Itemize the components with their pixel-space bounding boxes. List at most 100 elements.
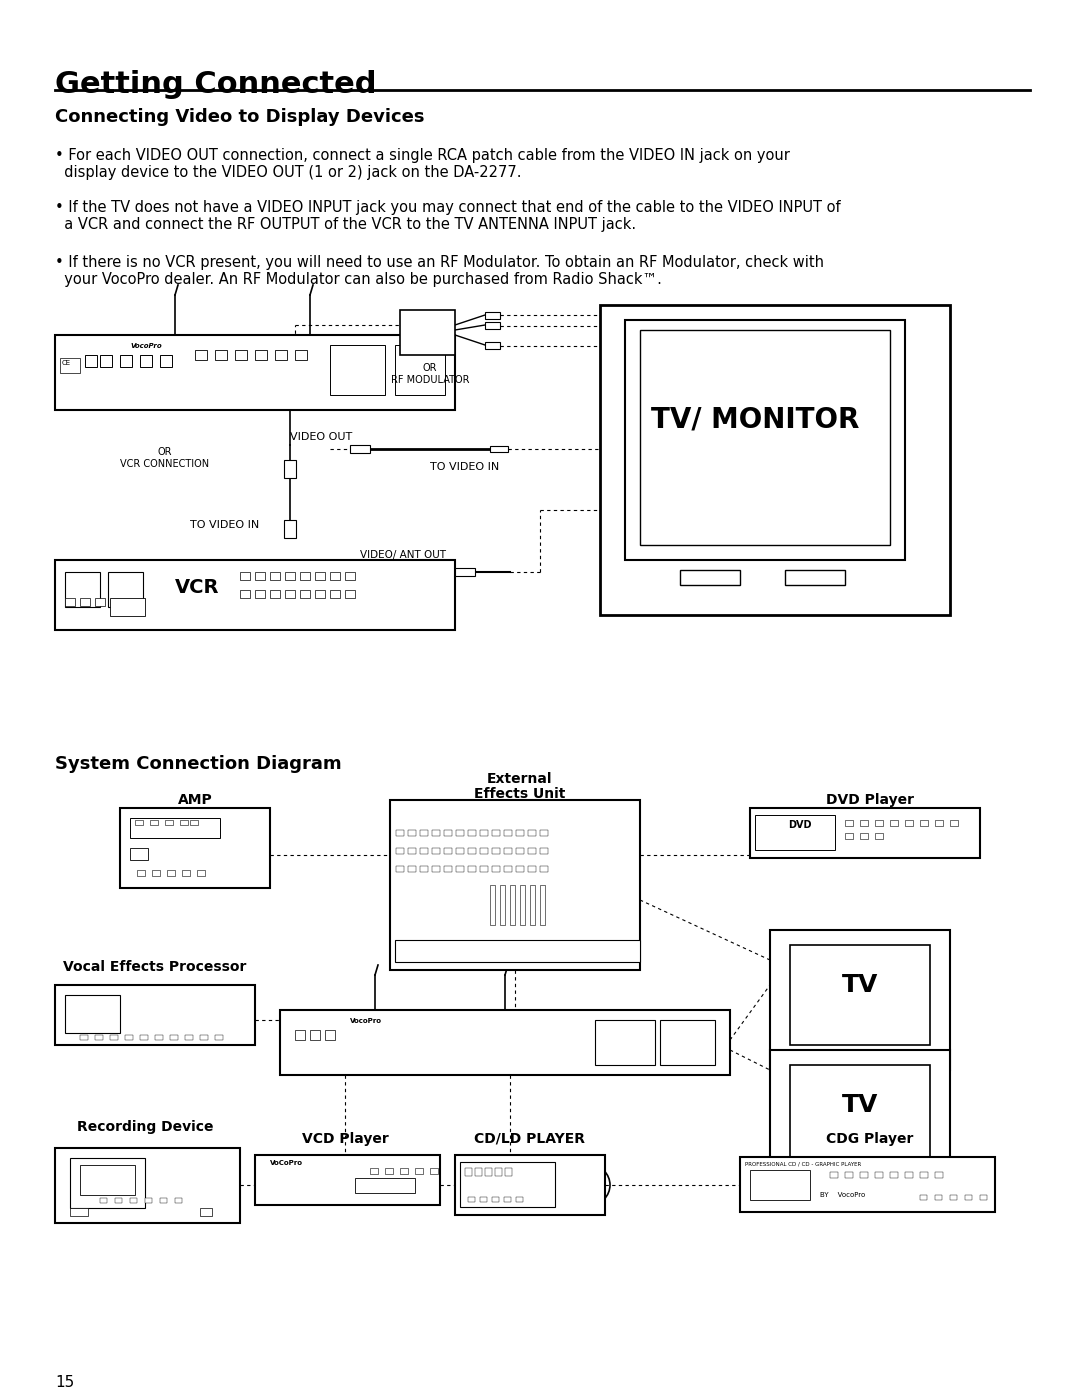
Text: OR
VCR CONNECTION: OR VCR CONNECTION <box>121 447 210 468</box>
FancyBboxPatch shape <box>456 848 464 854</box>
FancyBboxPatch shape <box>950 1194 957 1200</box>
FancyBboxPatch shape <box>500 886 505 925</box>
Text: TO VIDEO IN: TO VIDEO IN <box>190 520 259 529</box>
Text: System Connection Diagram: System Connection Diagram <box>55 754 341 773</box>
FancyBboxPatch shape <box>65 995 120 1032</box>
FancyBboxPatch shape <box>519 886 525 925</box>
FancyBboxPatch shape <box>845 1172 853 1178</box>
FancyBboxPatch shape <box>108 571 143 608</box>
Text: PROFESSIONAL CD / CD - GRAPHIC PLAYER: PROFESSIONAL CD / CD - GRAPHIC PLAYER <box>745 1162 861 1166</box>
FancyBboxPatch shape <box>505 1168 512 1176</box>
FancyBboxPatch shape <box>595 1020 654 1065</box>
FancyBboxPatch shape <box>285 571 295 580</box>
Text: a VCR and connect the RF OUTPUT of the VCR to the TV ANTENNA INPUT jack.: a VCR and connect the RF OUTPUT of the V… <box>55 217 636 232</box>
FancyBboxPatch shape <box>140 1035 148 1039</box>
FancyBboxPatch shape <box>355 1178 415 1193</box>
FancyBboxPatch shape <box>197 870 205 876</box>
FancyBboxPatch shape <box>384 1168 393 1173</box>
FancyBboxPatch shape <box>444 848 453 854</box>
FancyBboxPatch shape <box>890 1172 897 1178</box>
FancyBboxPatch shape <box>432 848 440 854</box>
FancyBboxPatch shape <box>150 820 158 826</box>
FancyBboxPatch shape <box>195 351 207 360</box>
Text: BY    VocoPro: BY VocoPro <box>820 1192 865 1199</box>
FancyBboxPatch shape <box>890 820 897 826</box>
FancyBboxPatch shape <box>750 1171 810 1200</box>
FancyBboxPatch shape <box>130 848 148 861</box>
FancyBboxPatch shape <box>315 571 325 580</box>
FancyBboxPatch shape <box>789 944 930 1045</box>
FancyBboxPatch shape <box>820 1058 828 1065</box>
Text: Recording Device: Recording Device <box>77 1120 213 1134</box>
FancyBboxPatch shape <box>310 1030 320 1039</box>
FancyBboxPatch shape <box>485 1168 492 1176</box>
Text: VCD Player: VCD Player <box>301 1132 389 1146</box>
FancyBboxPatch shape <box>540 866 548 872</box>
FancyBboxPatch shape <box>680 570 740 585</box>
FancyBboxPatch shape <box>495 1168 502 1176</box>
FancyBboxPatch shape <box>55 985 255 1045</box>
Text: Vocal Effects Processor: Vocal Effects Processor <box>64 960 246 974</box>
FancyBboxPatch shape <box>480 866 488 872</box>
FancyBboxPatch shape <box>400 1168 408 1173</box>
FancyBboxPatch shape <box>640 330 890 545</box>
FancyBboxPatch shape <box>516 866 524 872</box>
Text: External: External <box>487 773 553 787</box>
Text: CDG Player: CDG Player <box>826 1132 914 1146</box>
FancyBboxPatch shape <box>540 830 548 835</box>
FancyBboxPatch shape <box>980 1194 987 1200</box>
FancyBboxPatch shape <box>905 820 913 826</box>
FancyBboxPatch shape <box>396 866 404 872</box>
FancyBboxPatch shape <box>480 848 488 854</box>
FancyBboxPatch shape <box>480 1197 487 1201</box>
FancyBboxPatch shape <box>160 355 172 367</box>
FancyBboxPatch shape <box>55 1148 240 1222</box>
FancyBboxPatch shape <box>820 1178 828 1185</box>
Text: CE: CE <box>62 360 71 366</box>
FancyBboxPatch shape <box>284 460 296 478</box>
FancyBboxPatch shape <box>456 866 464 872</box>
FancyBboxPatch shape <box>396 848 404 854</box>
FancyBboxPatch shape <box>270 571 280 580</box>
FancyBboxPatch shape <box>468 866 476 872</box>
FancyBboxPatch shape <box>315 590 325 598</box>
FancyBboxPatch shape <box>330 571 340 580</box>
FancyBboxPatch shape <box>845 820 853 826</box>
FancyBboxPatch shape <box>255 590 265 598</box>
FancyBboxPatch shape <box>480 830 488 835</box>
FancyBboxPatch shape <box>504 866 512 872</box>
FancyBboxPatch shape <box>540 886 545 925</box>
FancyBboxPatch shape <box>65 598 75 606</box>
FancyBboxPatch shape <box>468 830 476 835</box>
FancyBboxPatch shape <box>95 598 105 606</box>
FancyBboxPatch shape <box>504 830 512 835</box>
FancyBboxPatch shape <box>396 830 404 835</box>
Text: AMP: AMP <box>177 793 213 807</box>
FancyBboxPatch shape <box>455 1155 605 1215</box>
FancyBboxPatch shape <box>492 848 500 854</box>
FancyBboxPatch shape <box>492 830 500 835</box>
Text: VocoPro: VocoPro <box>130 344 162 349</box>
FancyBboxPatch shape <box>966 1194 972 1200</box>
Text: your VocoPro dealer. An RF Modulator can also be purchased from Radio Shack™.: your VocoPro dealer. An RF Modulator can… <box>55 272 662 286</box>
FancyBboxPatch shape <box>920 1194 927 1200</box>
FancyBboxPatch shape <box>600 305 950 615</box>
FancyBboxPatch shape <box>100 355 112 367</box>
FancyBboxPatch shape <box>300 571 310 580</box>
FancyBboxPatch shape <box>920 820 928 826</box>
FancyBboxPatch shape <box>415 1168 423 1173</box>
FancyBboxPatch shape <box>504 848 512 854</box>
FancyBboxPatch shape <box>284 520 296 538</box>
FancyBboxPatch shape <box>140 355 152 367</box>
Text: DVD: DVD <box>788 820 812 830</box>
FancyBboxPatch shape <box>110 1035 118 1039</box>
FancyBboxPatch shape <box>240 590 249 598</box>
FancyBboxPatch shape <box>420 848 428 854</box>
FancyBboxPatch shape <box>920 1172 928 1178</box>
FancyBboxPatch shape <box>485 342 500 349</box>
FancyBboxPatch shape <box>875 820 883 826</box>
Text: VoCoPro: VoCoPro <box>270 1160 303 1166</box>
FancyBboxPatch shape <box>165 820 173 826</box>
FancyBboxPatch shape <box>490 446 508 453</box>
FancyBboxPatch shape <box>530 886 535 925</box>
